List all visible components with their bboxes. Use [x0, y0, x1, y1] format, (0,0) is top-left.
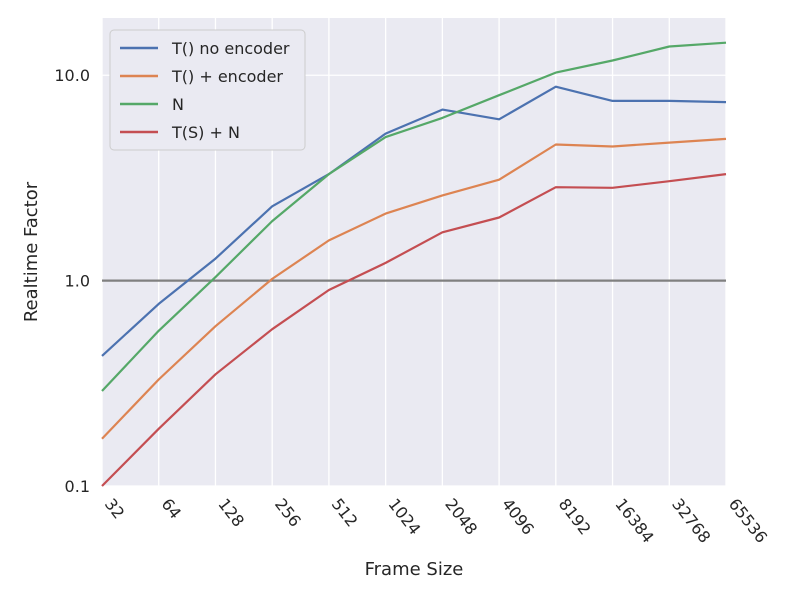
legend-label: N	[172, 95, 184, 114]
x-tick-label: 256	[271, 495, 305, 531]
x-tick-label: 65536	[725, 495, 771, 547]
x-tick-label: 4096	[498, 495, 538, 539]
legend: T() no encoder T() + encoder N T(S) + N	[109, 29, 306, 151]
x-tick-label: 8192	[555, 495, 595, 539]
series-line-0	[101, 85, 727, 357]
y-tick-labels: 0.1 1.0 10.0	[54, 66, 90, 496]
series-line-3	[101, 173, 727, 487]
y-tick-label: 1.0	[65, 272, 90, 291]
x-tick-labels: 32 64 128 256 512 1024 2048 4096 8192 16384 32768 6…	[101, 495, 771, 547]
legend-box	[109, 29, 306, 151]
x-tick-label: 512	[328, 495, 362, 531]
x-tick-label: 64	[158, 495, 186, 523]
x-tick-label: 32768	[668, 495, 714, 547]
y-tick-label: 0.1	[65, 477, 90, 496]
legend-label: T(S) + N	[171, 123, 240, 142]
x-tick-label: 16384	[611, 495, 657, 547]
x-tick-label: 128	[214, 495, 248, 531]
x-tick-label: 1024	[384, 495, 424, 539]
y-tick-label: 10.0	[54, 66, 90, 85]
series-line-2	[101, 41, 727, 392]
legend-label: T() no encoder	[171, 39, 290, 58]
x-axis-title: Frame Size	[365, 559, 464, 580]
series-layer	[101, 41, 727, 487]
x-tick-label: 2048	[441, 495, 481, 539]
legend-label: T() + encoder	[171, 67, 283, 86]
y-axis-title: Realtime Factor	[21, 181, 42, 322]
x-tick-label: 32	[101, 495, 129, 523]
series-line-1	[101, 137, 727, 440]
